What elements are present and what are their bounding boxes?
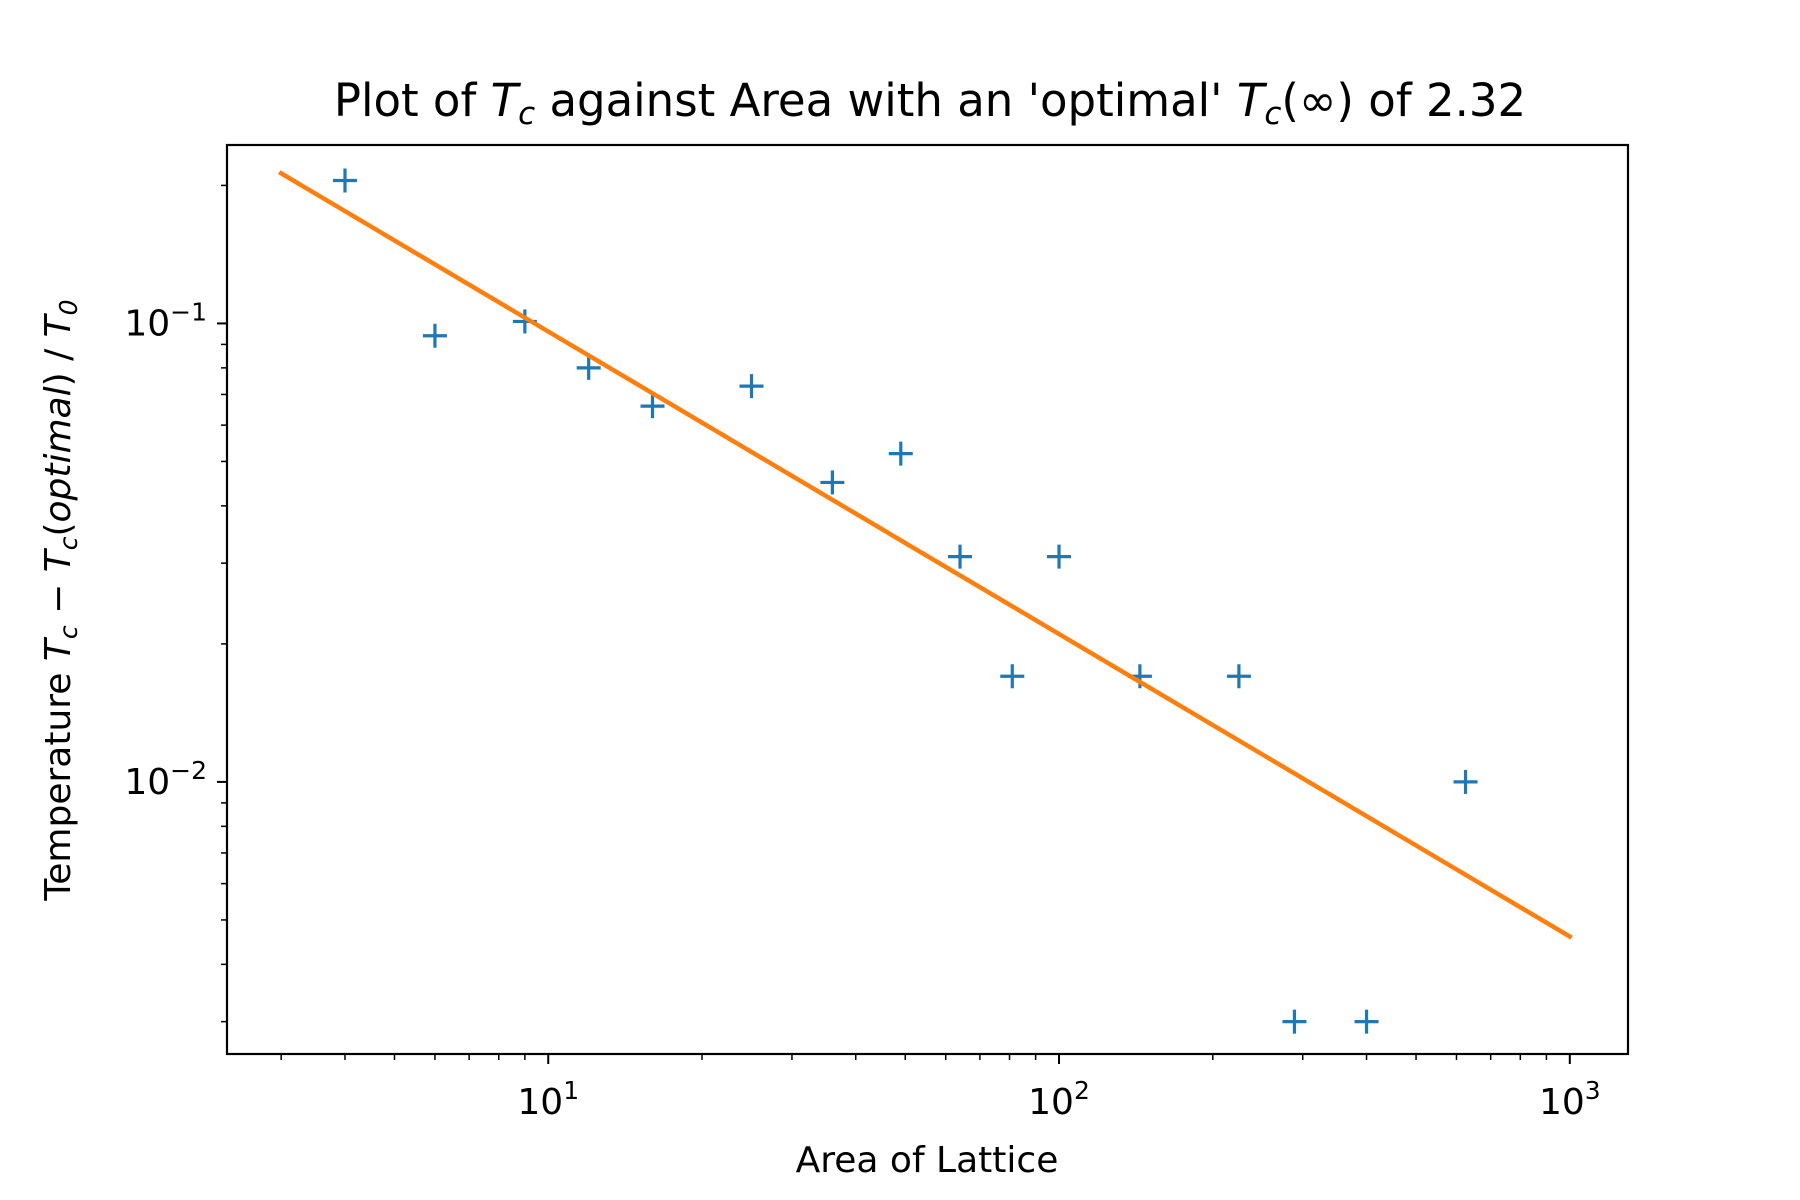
title-tc-symbol: T xyxy=(491,74,522,127)
data-point xyxy=(1282,1009,1307,1034)
y-axis-ticks: 10−1 10−2 xyxy=(124,184,227,1023)
x-tick-label: 102 xyxy=(1028,1076,1090,1123)
data-point xyxy=(1000,664,1025,689)
plot-layer xyxy=(278,168,1573,1034)
title-middle: against Area with an 'optimal' xyxy=(535,74,1237,127)
data-point xyxy=(332,168,357,193)
x-axis-ticks: 101 102 103 xyxy=(280,1054,1601,1123)
ylabel-optimal: optimal xyxy=(38,386,79,522)
ylabel-s1: c xyxy=(54,625,83,639)
x-tick-label: 101 xyxy=(517,1076,579,1123)
ylabel-t3: T xyxy=(38,312,79,337)
data-point xyxy=(739,374,764,399)
data-point xyxy=(1453,769,1478,794)
title-prefix: Plot of xyxy=(334,74,491,127)
ylabel-s3: 0 xyxy=(54,299,83,315)
y-axis-label: Temperature Tc − Tc(optimal) / T0 xyxy=(38,299,83,901)
data-point xyxy=(422,323,447,348)
ylabel-t1: T xyxy=(38,636,79,661)
title-tc-subscript: c xyxy=(518,96,535,132)
ylabel-t2: T xyxy=(38,547,79,572)
data-point xyxy=(1354,1009,1379,1034)
data-point xyxy=(888,441,913,466)
chart-title: Plot of Tc against Area with an 'optimal… xyxy=(334,74,1526,132)
plot-frame xyxy=(225,143,1630,1056)
ylabel-close: ) / xyxy=(38,337,79,386)
y-tick-label: 10−2 xyxy=(124,756,207,803)
data-point xyxy=(1047,544,1072,569)
ylabel-open: ( xyxy=(38,523,79,537)
data-point xyxy=(640,394,665,419)
title-tcinf-symbol: T xyxy=(1237,74,1268,127)
data-point xyxy=(1226,664,1251,689)
data-point xyxy=(948,544,973,569)
title-tcinf-argument: (∞) xyxy=(1281,74,1354,127)
ylabel-prefix: Temperature xyxy=(38,661,79,901)
data-point xyxy=(820,470,845,495)
title-tcinf-subscript: c xyxy=(1264,96,1281,132)
x-axis-label: Area of Lattice xyxy=(796,1140,1059,1181)
x-tick-label: 103 xyxy=(1539,1076,1601,1123)
ylabel-s2: c xyxy=(54,536,83,550)
y-tick-label: 10−1 xyxy=(124,297,207,344)
data-point xyxy=(576,355,601,380)
title-suffix: of 2.32 xyxy=(1354,74,1526,127)
ylabel-minus: − xyxy=(38,572,79,625)
fit-line xyxy=(278,170,1573,940)
